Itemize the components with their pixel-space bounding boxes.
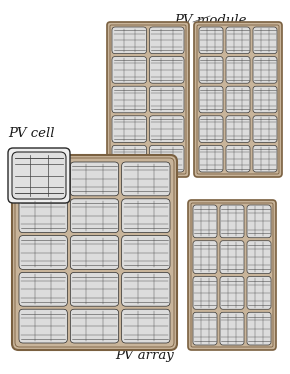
- FancyBboxPatch shape: [150, 27, 184, 53]
- FancyBboxPatch shape: [253, 86, 277, 113]
- FancyBboxPatch shape: [226, 27, 250, 53]
- FancyBboxPatch shape: [194, 22, 282, 177]
- FancyBboxPatch shape: [110, 25, 186, 174]
- FancyBboxPatch shape: [253, 145, 277, 172]
- FancyBboxPatch shape: [8, 148, 70, 203]
- FancyBboxPatch shape: [12, 152, 66, 199]
- FancyBboxPatch shape: [112, 56, 146, 83]
- FancyBboxPatch shape: [199, 145, 223, 172]
- FancyBboxPatch shape: [19, 272, 67, 306]
- FancyBboxPatch shape: [150, 145, 184, 172]
- FancyBboxPatch shape: [150, 56, 184, 83]
- FancyBboxPatch shape: [70, 236, 119, 269]
- FancyBboxPatch shape: [226, 86, 250, 113]
- FancyBboxPatch shape: [15, 158, 174, 347]
- FancyBboxPatch shape: [70, 272, 119, 306]
- Text: PV module: PV module: [174, 14, 246, 27]
- FancyBboxPatch shape: [197, 25, 279, 174]
- FancyBboxPatch shape: [191, 203, 273, 347]
- FancyBboxPatch shape: [70, 309, 119, 343]
- FancyBboxPatch shape: [122, 199, 170, 233]
- FancyBboxPatch shape: [220, 312, 244, 345]
- FancyBboxPatch shape: [226, 56, 250, 83]
- FancyBboxPatch shape: [112, 86, 146, 113]
- FancyBboxPatch shape: [193, 276, 217, 309]
- FancyBboxPatch shape: [150, 86, 184, 113]
- FancyBboxPatch shape: [150, 116, 184, 142]
- FancyBboxPatch shape: [122, 236, 170, 269]
- FancyBboxPatch shape: [19, 236, 67, 269]
- FancyBboxPatch shape: [193, 241, 217, 273]
- FancyBboxPatch shape: [247, 241, 271, 273]
- FancyBboxPatch shape: [247, 312, 271, 345]
- FancyBboxPatch shape: [253, 27, 277, 53]
- FancyBboxPatch shape: [199, 116, 223, 142]
- FancyBboxPatch shape: [70, 199, 119, 233]
- FancyBboxPatch shape: [247, 205, 271, 238]
- FancyBboxPatch shape: [247, 276, 271, 309]
- FancyBboxPatch shape: [122, 162, 170, 196]
- FancyBboxPatch shape: [112, 145, 146, 172]
- FancyBboxPatch shape: [220, 241, 244, 273]
- Polygon shape: [110, 160, 172, 185]
- FancyBboxPatch shape: [226, 145, 250, 172]
- FancyBboxPatch shape: [107, 22, 189, 177]
- FancyBboxPatch shape: [253, 116, 277, 142]
- FancyBboxPatch shape: [19, 162, 67, 196]
- Text: PV cell: PV cell: [8, 127, 55, 140]
- FancyBboxPatch shape: [70, 162, 119, 196]
- FancyBboxPatch shape: [112, 116, 146, 142]
- FancyBboxPatch shape: [122, 309, 170, 343]
- FancyBboxPatch shape: [193, 312, 217, 345]
- FancyBboxPatch shape: [12, 155, 177, 350]
- FancyBboxPatch shape: [220, 276, 244, 309]
- FancyBboxPatch shape: [19, 309, 67, 343]
- FancyBboxPatch shape: [19, 199, 67, 233]
- FancyBboxPatch shape: [199, 56, 223, 83]
- FancyBboxPatch shape: [199, 27, 223, 53]
- FancyBboxPatch shape: [199, 86, 223, 113]
- Polygon shape: [18, 165, 68, 187]
- FancyBboxPatch shape: [188, 200, 276, 350]
- Text: PV array: PV array: [116, 349, 174, 362]
- FancyBboxPatch shape: [122, 272, 170, 306]
- FancyBboxPatch shape: [193, 205, 217, 238]
- FancyBboxPatch shape: [112, 27, 146, 53]
- FancyBboxPatch shape: [226, 116, 250, 142]
- FancyBboxPatch shape: [253, 56, 277, 83]
- FancyBboxPatch shape: [220, 205, 244, 238]
